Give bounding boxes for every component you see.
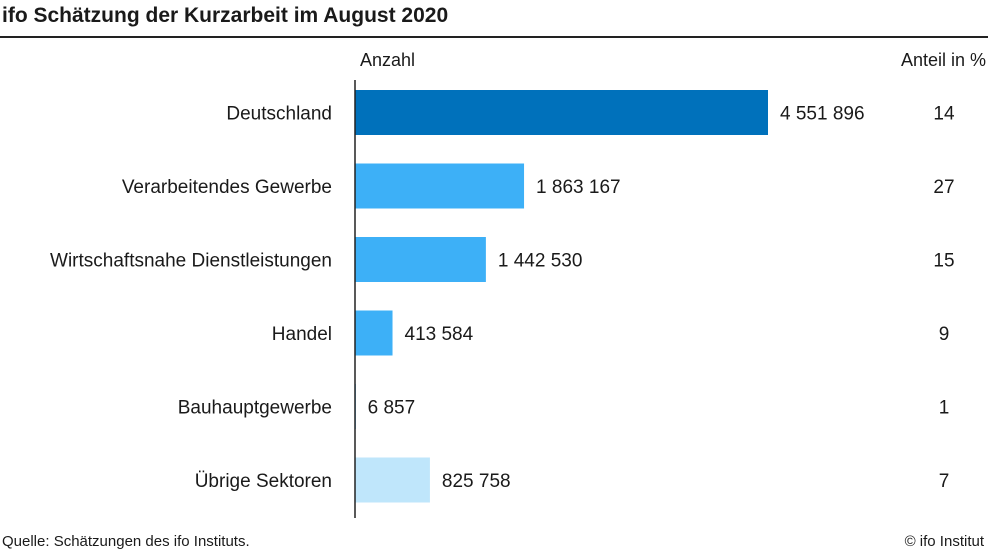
share-column-header: Anteil in % — [901, 50, 986, 70]
category-label: Handel — [272, 324, 332, 345]
bar — [355, 90, 768, 135]
bar — [355, 310, 393, 356]
category-label: Deutschland — [226, 104, 332, 125]
share-label: 9 — [939, 324, 950, 345]
share-label: 7 — [939, 471, 950, 492]
share-label: 14 — [933, 104, 955, 125]
value-label: 4 551 896 — [780, 104, 865, 125]
bar — [355, 237, 486, 282]
bar — [355, 163, 525, 209]
chart-title: ifo Schätzung der Kurzarbeit im August 2… — [2, 4, 449, 27]
share-label: 1 — [939, 398, 950, 419]
title-divider — [0, 36, 988, 38]
share-label: 15 — [933, 251, 954, 272]
copyright-note: © ifo Institut — [904, 533, 984, 550]
value-column-header: Anzahl — [360, 50, 415, 70]
value-label: 1 863 167 — [536, 177, 621, 198]
source-note: Quelle: Schätzungen des ifo Instituts. — [2, 533, 250, 550]
value-label: 825 758 — [442, 471, 511, 492]
value-label: 6 857 — [368, 398, 416, 419]
category-label: Wirtschaftsnahe Dienstleistungen — [50, 251, 332, 272]
value-label: 1 442 530 — [498, 251, 583, 272]
bar — [355, 457, 430, 503]
share-label: 27 — [933, 177, 954, 198]
category-label: Bauhauptgewerbe — [178, 398, 332, 419]
category-label: Verarbeitendes Gewerbe — [122, 177, 332, 198]
category-label: Übrige Sektoren — [195, 471, 332, 492]
value-label: 413 584 — [405, 324, 474, 345]
